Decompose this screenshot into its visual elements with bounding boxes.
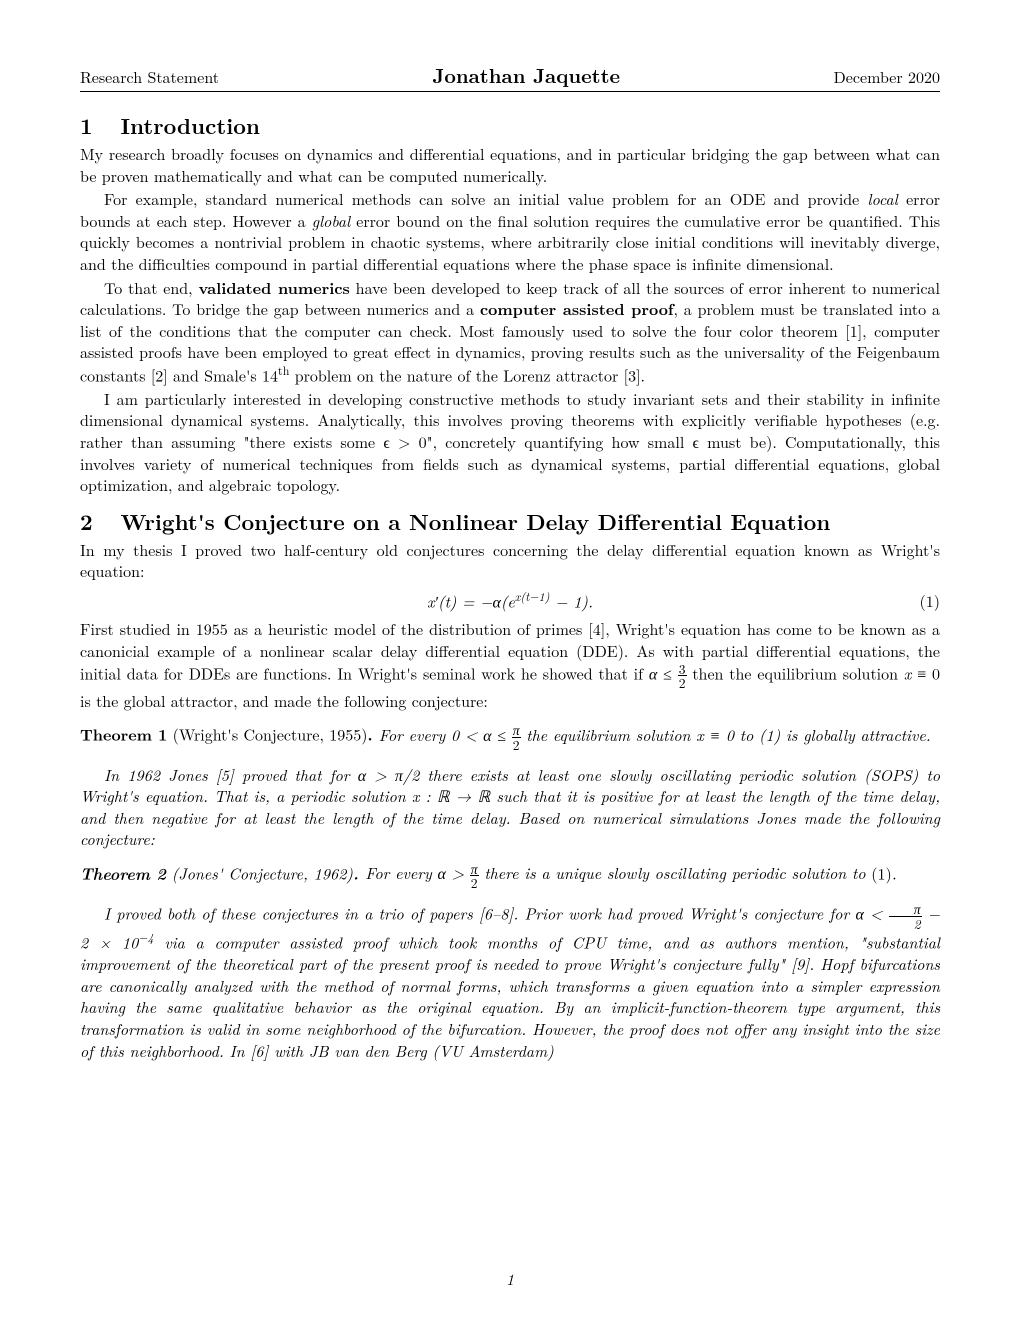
text-italic: slowly oscillating periodic solution (SO… — [609, 763, 918, 786]
header-left: Research Statement — [80, 65, 219, 88]
superscript: −4 — [138, 929, 153, 946]
section-title: Wright's Conjecture on a Nonlinear Delay… — [120, 506, 830, 537]
text: via a computer assisted proof which took… — [154, 931, 866, 954]
text-italic: global — [312, 209, 350, 232]
section-title: Introduction — [120, 110, 259, 141]
theorem-1: Theorem 1 (Wright's Conjecture, 1955). F… — [80, 723, 940, 751]
text-italic: local — [868, 187, 898, 210]
page-number: 1 — [0, 1267, 1020, 1290]
intro-p2: For example, standard numerical methods … — [80, 188, 940, 274]
equation-number: (1) — [920, 589, 940, 612]
text-bold: validated numerics — [199, 276, 350, 299]
text: To that end, — [104, 276, 199, 299]
theorem-paren: (Jones' Conjecture, 1962) — [166, 861, 353, 884]
theorem-2: Theorem 2 (Jones' Conjecture, 1962). For… — [80, 862, 940, 890]
theorem-label: Theorem 2 — [80, 861, 166, 884]
theorem-paren: (Wright's Conjecture, 1955) — [167, 723, 367, 746]
wright-p4: I proved both of these conjectures in a … — [80, 902, 940, 1061]
wright-p1: In my thesis I proved two half-century o… — [80, 539, 940, 582]
theorem-body: For every α > π2 there is a unique slowl… — [365, 861, 871, 884]
page: Research Statement Jonathan Jaquette Dec… — [0, 0, 1020, 1320]
text: In 1962 Jones [5] proved that for α > π/… — [104, 763, 609, 786]
header-center: Jonathan Jaquette — [432, 60, 620, 89]
intro-p4: I am particularly interested in developi… — [80, 388, 940, 496]
section-wright-heading: 2 Wright's Conjecture on a Nonlinear Del… — [80, 506, 940, 537]
header-right: December 2020 — [834, 65, 940, 88]
theorem-body: For every 0 < α ≤ π2 the equilibrium sol… — [379, 723, 931, 746]
section-intro-heading: 1 Introduction — [80, 110, 940, 141]
intro-p3: To that end, validated numerics have bee… — [80, 277, 940, 386]
section-number: 1 — [80, 110, 112, 141]
equation-1: x′(t) = −α(ex(t−1) − 1). (1) — [80, 588, 940, 612]
text-bold: computer assisted proof — [480, 297, 674, 320]
intro-p1: My research broadly focuses on dynamics … — [80, 143, 940, 186]
wright-p2: First studied in 1955 as a heuristic mod… — [80, 618, 940, 711]
header: Research Statement Jonathan Jaquette Dec… — [80, 60, 940, 92]
wright-p3: In 1962 Jones [5] proved that for α > π/… — [80, 764, 940, 850]
equation-body: x′(t) = −α(ex(t−1) − 1). — [427, 588, 593, 612]
text: problem on the nature of the Lorenz attr… — [289, 363, 645, 386]
text: For example, standard numerical methods … — [104, 187, 868, 210]
superscript: th — [278, 362, 289, 379]
section-number: 2 — [80, 506, 112, 537]
theorem-label: Theorem 1 — [80, 723, 167, 746]
